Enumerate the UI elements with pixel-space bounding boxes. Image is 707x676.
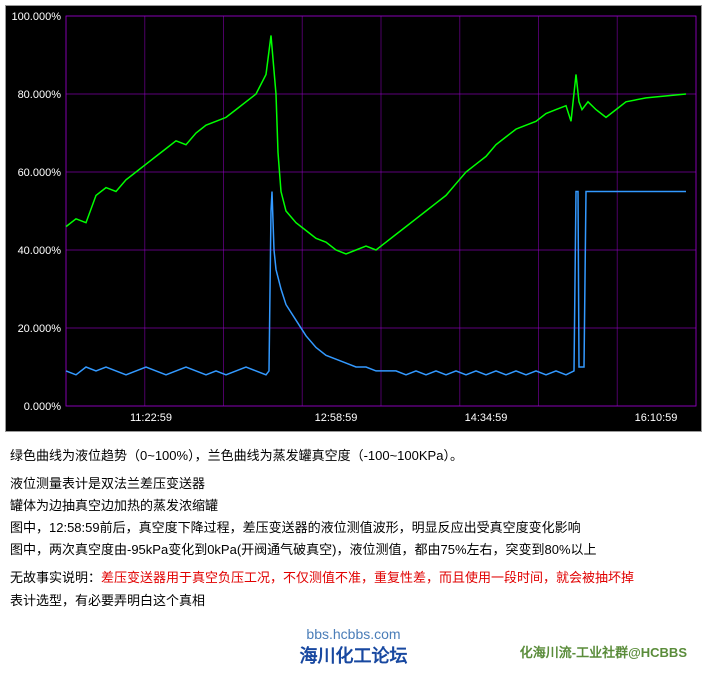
desc-line: 液位测量表计是双法兰差压变送器	[10, 473, 697, 495]
description-block: 绿色曲线为液位趋势（0~100%），兰色曲线为蒸发罐真空度（-100~100KP…	[0, 437, 707, 616]
trend-chart: 0.000% 20.000% 40.000% 60.000% 80.000% 100.00…	[5, 5, 702, 432]
desc-line: 罐体为边抽真空边加热的蒸发浓缩罐	[10, 495, 697, 517]
svg-text:20.000%: 20.000%	[18, 323, 62, 335]
svg-text:11:22:59: 11:22:59	[130, 412, 172, 424]
footer: bbs.hcbbs.com 海川化工论坛 化海川流-工业社群@HCBBS	[0, 626, 707, 676]
desc-line: 无故事实说明：差压变送器用于真空负压工况，不仅测值不准，重复性差，而且使用一段时…	[10, 567, 697, 589]
footer-tag: 化海川流-工业社群@HCBBS	[520, 642, 687, 661]
svg-text:0.000%: 0.000%	[24, 401, 62, 413]
svg-text:14:34:59: 14:34:59	[465, 412, 508, 424]
footer-forum: 海川化工论坛	[300, 646, 408, 666]
desc-line: 图中，12:58:59前后，真空度下降过程，差压变送器的液位测值波形，明显反应出…	[10, 517, 697, 539]
desc-line: 图中，两次真空度由-95kPa变化到0kPa(开阀通气破真空)，液位测值，都由7…	[10, 539, 697, 561]
svg-text:40.000%: 40.000%	[18, 245, 62, 257]
svg-text:100.000%: 100.000%	[11, 11, 61, 23]
desc-line: 表计选型，有必要弄明白这个真相	[10, 590, 697, 612]
desc-line: 绿色曲线为液位趋势（0~100%），兰色曲线为蒸发罐真空度（-100~100KP…	[10, 445, 697, 467]
svg-text:12:58:59: 12:58:59	[315, 412, 358, 424]
svg-text:60.000%: 60.000%	[18, 167, 62, 179]
svg-text:80.000%: 80.000%	[18, 89, 62, 101]
svg-text:16:10:59: 16:10:59	[635, 412, 678, 424]
footer-url: bbs.hcbbs.com	[0, 626, 707, 642]
